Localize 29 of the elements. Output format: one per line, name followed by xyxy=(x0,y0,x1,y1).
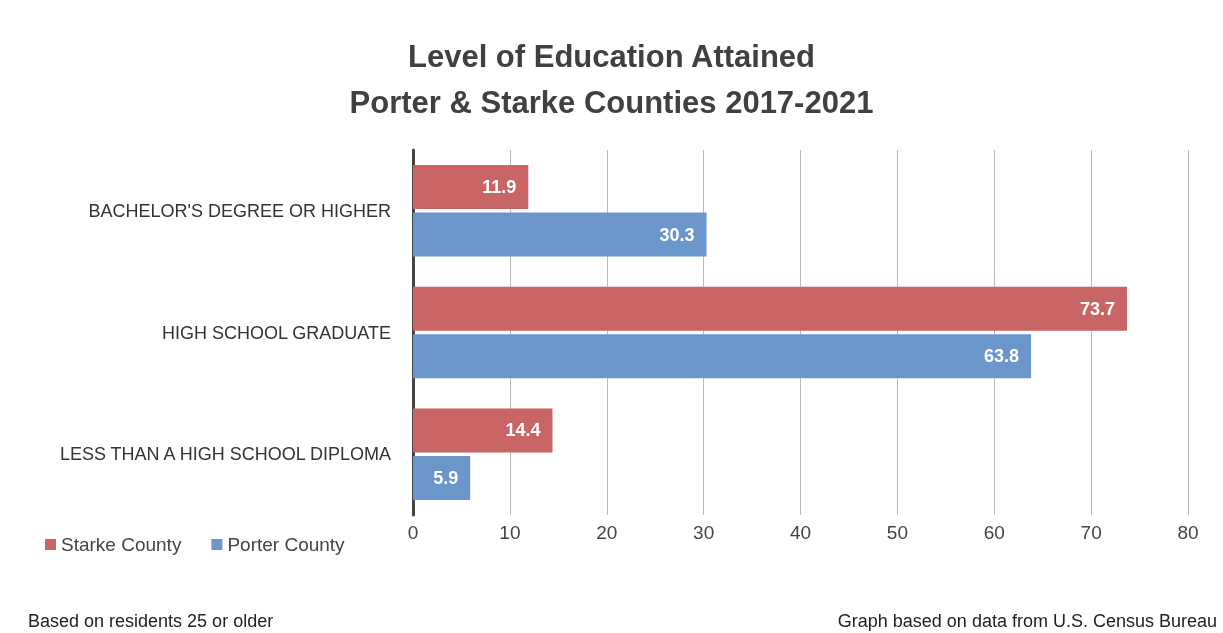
bar xyxy=(413,212,707,257)
y-tick-label: LESS THAN A HIGH SCHOOL DIPLOMA xyxy=(59,444,391,465)
legend-label: Starke County xyxy=(61,534,182,555)
bar xyxy=(413,455,471,500)
y-tick-label: HIGH SCHOOL GRADUATE xyxy=(161,322,391,343)
data-label: 14.4 xyxy=(505,420,541,441)
text: Based on residents 25 or older xyxy=(28,611,274,631)
x-tick-label: 0 xyxy=(407,522,419,543)
x-tick-label: 80 xyxy=(1177,522,1199,543)
text: Graph based on data from U.S. Census Bureau xyxy=(837,611,1218,631)
bar xyxy=(413,286,1127,331)
data-label: 30.3 xyxy=(659,224,695,245)
x-tick-label: 70 xyxy=(1080,522,1102,543)
data-label: 5.9 xyxy=(433,467,459,488)
legend-label: Porter County xyxy=(227,534,346,555)
x-tick-label: 30 xyxy=(693,522,715,543)
bar xyxy=(413,165,529,210)
x-tick-label: 10 xyxy=(499,522,521,543)
y-tick-label: BACHELOR'S DEGREE OR HIGHER xyxy=(88,200,391,221)
bar xyxy=(413,408,553,453)
x-tick-label: 40 xyxy=(789,522,812,543)
data-label: 63.8 xyxy=(984,346,1020,367)
bar xyxy=(413,334,1032,379)
x-tick-label: 60 xyxy=(983,522,1005,543)
chart-title: Level of Education Attained Porter & Starke Counties 2017-2021 xyxy=(349,38,874,120)
data-label: 11.9 xyxy=(482,177,517,198)
x-tick-label: 20 xyxy=(596,522,618,543)
data-label: 73.7 xyxy=(1079,298,1115,319)
x-tick-label: 50 xyxy=(886,522,908,543)
